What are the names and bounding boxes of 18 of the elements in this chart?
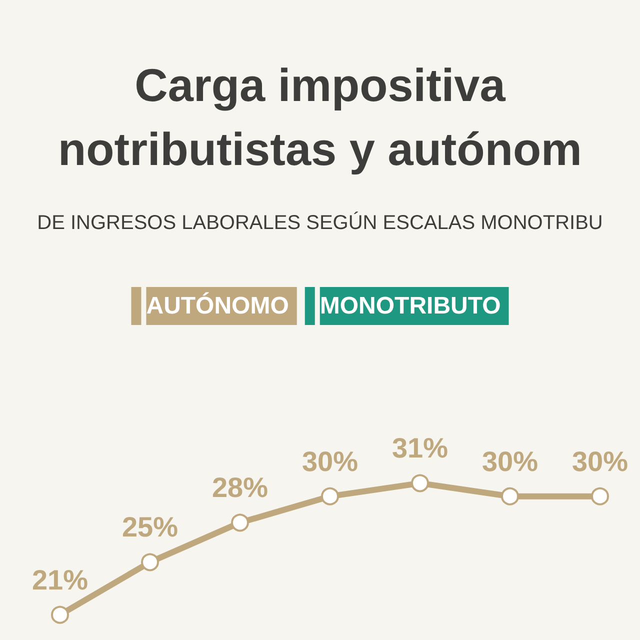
point — [591, 487, 609, 506]
data-label: 31% — [392, 432, 448, 464]
chart-subtitle: DE INGRESOS LABORALES SEGÚN ESCALAS MONOTRIBU — [37, 211, 603, 234]
data-label: 21% — [32, 564, 88, 596]
point — [321, 487, 339, 506]
point — [411, 474, 429, 492]
data-label: 30% — [482, 446, 538, 477]
data-label: 28% — [212, 472, 268, 504]
legend-label: AUTÓNOMO — [146, 292, 289, 320]
data-label: 25% — [122, 512, 178, 543]
legend-label: MONOTRIBUTO — [320, 292, 501, 320]
chart-title: Carga impositiva notributistas y autónom — [58, 59, 582, 175]
data-label: 30% — [302, 446, 358, 477]
point — [51, 606, 69, 624]
point — [231, 514, 249, 532]
point — [501, 487, 519, 506]
point — [141, 553, 159, 572]
data-label: 30% — [572, 446, 628, 477]
